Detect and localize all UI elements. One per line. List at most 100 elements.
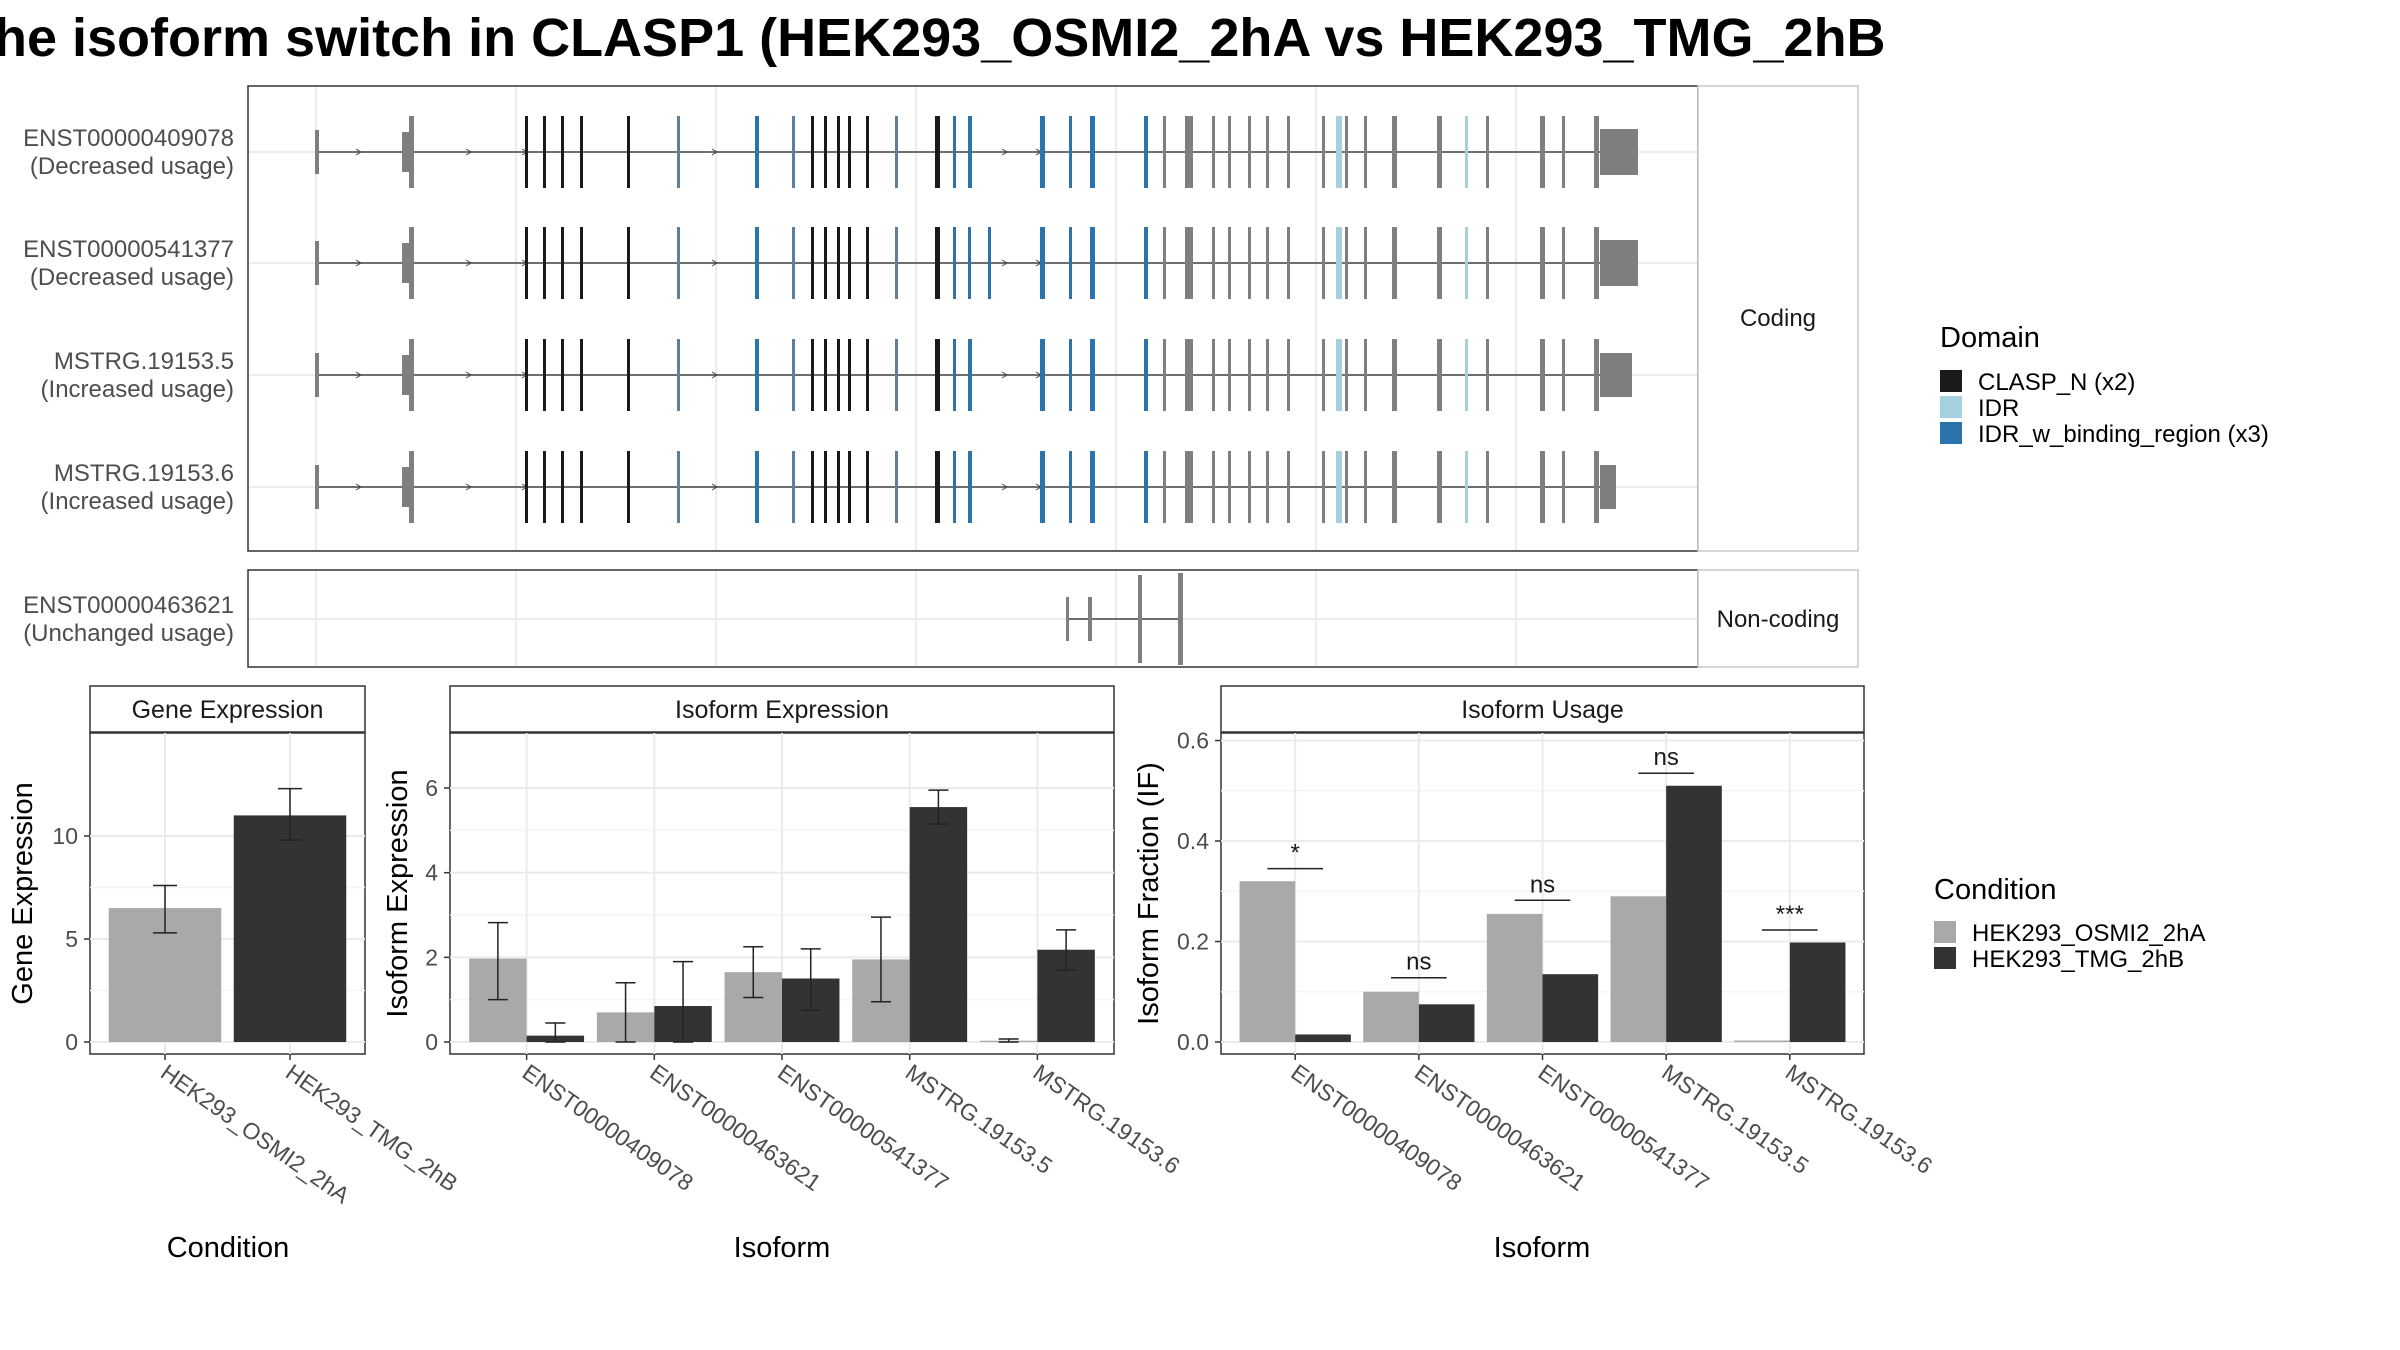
exon — [1212, 451, 1215, 523]
exon — [1392, 451, 1397, 523]
bar — [1666, 785, 1722, 1042]
error-bar — [1056, 929, 1077, 971]
condition-legend-label-a: HEK293_OSMI2_2hA — [1972, 920, 2205, 947]
exon — [792, 227, 795, 299]
exon — [1345, 339, 1348, 411]
exon — [1437, 116, 1442, 188]
bar — [1418, 1004, 1475, 1042]
exon — [580, 339, 583, 411]
y-tick-label: 0 — [425, 1029, 438, 1055]
exon — [755, 116, 759, 188]
exon — [1540, 451, 1545, 523]
exon — [1040, 116, 1045, 188]
bar — [1295, 1034, 1351, 1042]
exon — [561, 227, 564, 299]
exon — [837, 339, 840, 411]
transcript-usage-label: (Decreased usage) — [30, 153, 234, 180]
last-coding-exon — [1594, 339, 1599, 411]
exon — [837, 227, 840, 299]
y-tick-label: 0 — [65, 1029, 78, 1055]
bar — [1610, 896, 1667, 1042]
utr-exon — [402, 132, 410, 172]
exon — [1163, 339, 1166, 411]
strand-arrow-icon — [355, 371, 362, 379]
exon — [1090, 339, 1095, 411]
y-axis-title: Isoform Expression — [382, 769, 414, 1017]
exon — [1090, 227, 1095, 299]
exon — [1040, 227, 1045, 299]
exon — [543, 451, 546, 523]
exon — [1287, 116, 1290, 188]
condition-legend-key-a — [1934, 921, 1956, 943]
exon — [1392, 339, 1397, 411]
exon — [1163, 116, 1166, 188]
exon — [792, 116, 795, 188]
y-tick-label: 6 — [425, 775, 438, 801]
exon — [811, 227, 814, 299]
exon — [1248, 339, 1251, 411]
exon — [1322, 116, 1325, 188]
error-bar — [545, 1022, 566, 1043]
exon — [824, 116, 827, 188]
exon — [1040, 339, 1045, 411]
exon — [1486, 339, 1489, 411]
strand-arrow-icon — [465, 371, 472, 379]
y-tick-label: 0.6 — [1177, 728, 1209, 754]
exon — [848, 339, 851, 411]
exon — [1138, 575, 1142, 663]
strand-arrow-icon — [355, 148, 362, 156]
bar — [909, 807, 968, 1042]
exon — [755, 227, 759, 299]
exon — [1486, 227, 1489, 299]
y-tick-label: 4 — [425, 860, 438, 886]
start-exon — [409, 451, 414, 523]
strand-arrow-icon — [465, 148, 472, 156]
extra-exon — [988, 227, 991, 299]
exon — [1163, 227, 1166, 299]
y-tick-label: 0.0 — [1177, 1029, 1209, 1055]
exon — [1163, 451, 1166, 523]
exon — [1322, 339, 1325, 411]
significance-label: ns — [1653, 744, 1678, 771]
utr-end-exon — [1600, 465, 1616, 509]
exon — [1228, 339, 1231, 411]
exon — [525, 451, 528, 523]
bar — [233, 815, 347, 1042]
exon — [1562, 339, 1565, 411]
exon — [1066, 597, 1069, 641]
utr-end-exon — [1600, 240, 1638, 286]
transcript-id-label: MSTRG.19153.6 — [54, 460, 234, 487]
y-tick-label: 2 — [425, 944, 438, 970]
exon — [1212, 339, 1215, 411]
utr-start-exon — [315, 353, 319, 397]
error-bar — [998, 1038, 1019, 1043]
exon — [866, 339, 869, 411]
exon — [792, 339, 795, 411]
y-tick-label: 0.2 — [1177, 929, 1209, 955]
exon — [543, 227, 546, 299]
exon — [1069, 451, 1072, 523]
exon — [1322, 451, 1325, 523]
idr-exon — [1336, 116, 1342, 188]
bar — [1363, 991, 1419, 1042]
condition-legend-label-b: HEK293_TMG_2hB — [1972, 946, 2184, 973]
exon — [755, 339, 759, 411]
exon — [848, 451, 851, 523]
start-exon — [409, 339, 414, 411]
exon — [627, 451, 630, 523]
strand-arrow-icon — [711, 259, 718, 267]
transcript-usage-label: (Increased usage) — [41, 376, 234, 403]
transcript-usage-label: (Increased usage) — [41, 488, 234, 515]
exon — [968, 116, 972, 188]
panel-strip — [449, 685, 1115, 733]
strand-arrow-icon — [1001, 371, 1008, 379]
exon — [1228, 116, 1231, 188]
exon — [1248, 451, 1251, 523]
exon — [1069, 116, 1072, 188]
transcript-labels: ENST00000409078(Decreased usage)ENST0000… — [23, 125, 234, 647]
exon — [1562, 116, 1565, 188]
exon — [1364, 227, 1367, 299]
exon — [811, 339, 814, 411]
exon — [1486, 116, 1489, 188]
